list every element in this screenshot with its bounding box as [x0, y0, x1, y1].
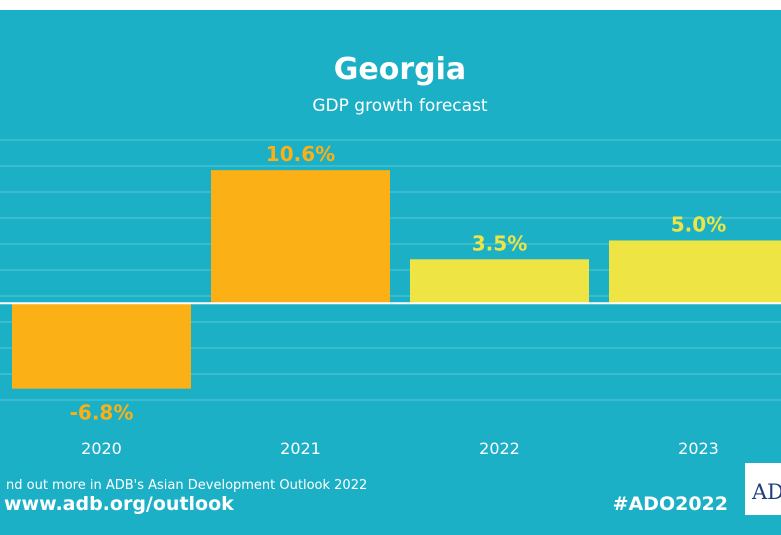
grid-lines — [0, 139, 781, 401]
adb-logo-text: AD — [751, 480, 781, 504]
hashtag-text: #ADO2022 — [613, 493, 728, 515]
x-tick-2023: 2023 — [678, 439, 719, 458]
x-tick-labels: 2020 2021 2022 2023 — [81, 439, 719, 458]
data-label-2020: -6.8% — [70, 401, 134, 425]
bar-2020 — [12, 303, 191, 389]
bar-2023 — [609, 240, 781, 304]
data-label-2023: 5.0% — [671, 212, 726, 236]
data-labels: -6.8% 10.6% 3.5% 5.0% — [70, 142, 727, 425]
data-label-2022: 3.5% — [472, 231, 527, 255]
chart-subtitle: GDP growth forecast — [312, 96, 488, 116]
gdp-bar-chart: -6.8% 10.6% 3.5% 5.0% 2020 2021 2022 2023 Geor… — [0, 52, 781, 515]
x-tick-2020: 2020 — [81, 439, 122, 458]
x-tick-2021: 2021 — [280, 439, 321, 458]
chart-frame: -6.8% 10.6% 3.5% 5.0% 2020 2021 2022 2023 Geor… — [0, 10, 781, 535]
footer-outlook-text: nd out more in ADB's Asian Development O… — [6, 478, 367, 493]
bar-2022 — [410, 259, 589, 304]
footer-url-link[interactable]: www.adb.org/outlook — [4, 493, 234, 515]
adb-logo-box — [745, 463, 781, 515]
bars — [12, 170, 781, 389]
x-tick-2022: 2022 — [479, 439, 520, 458]
chart-title: Georgia — [334, 52, 466, 87]
data-label-2021: 10.6% — [266, 142, 335, 166]
bar-2021 — [211, 170, 390, 304]
